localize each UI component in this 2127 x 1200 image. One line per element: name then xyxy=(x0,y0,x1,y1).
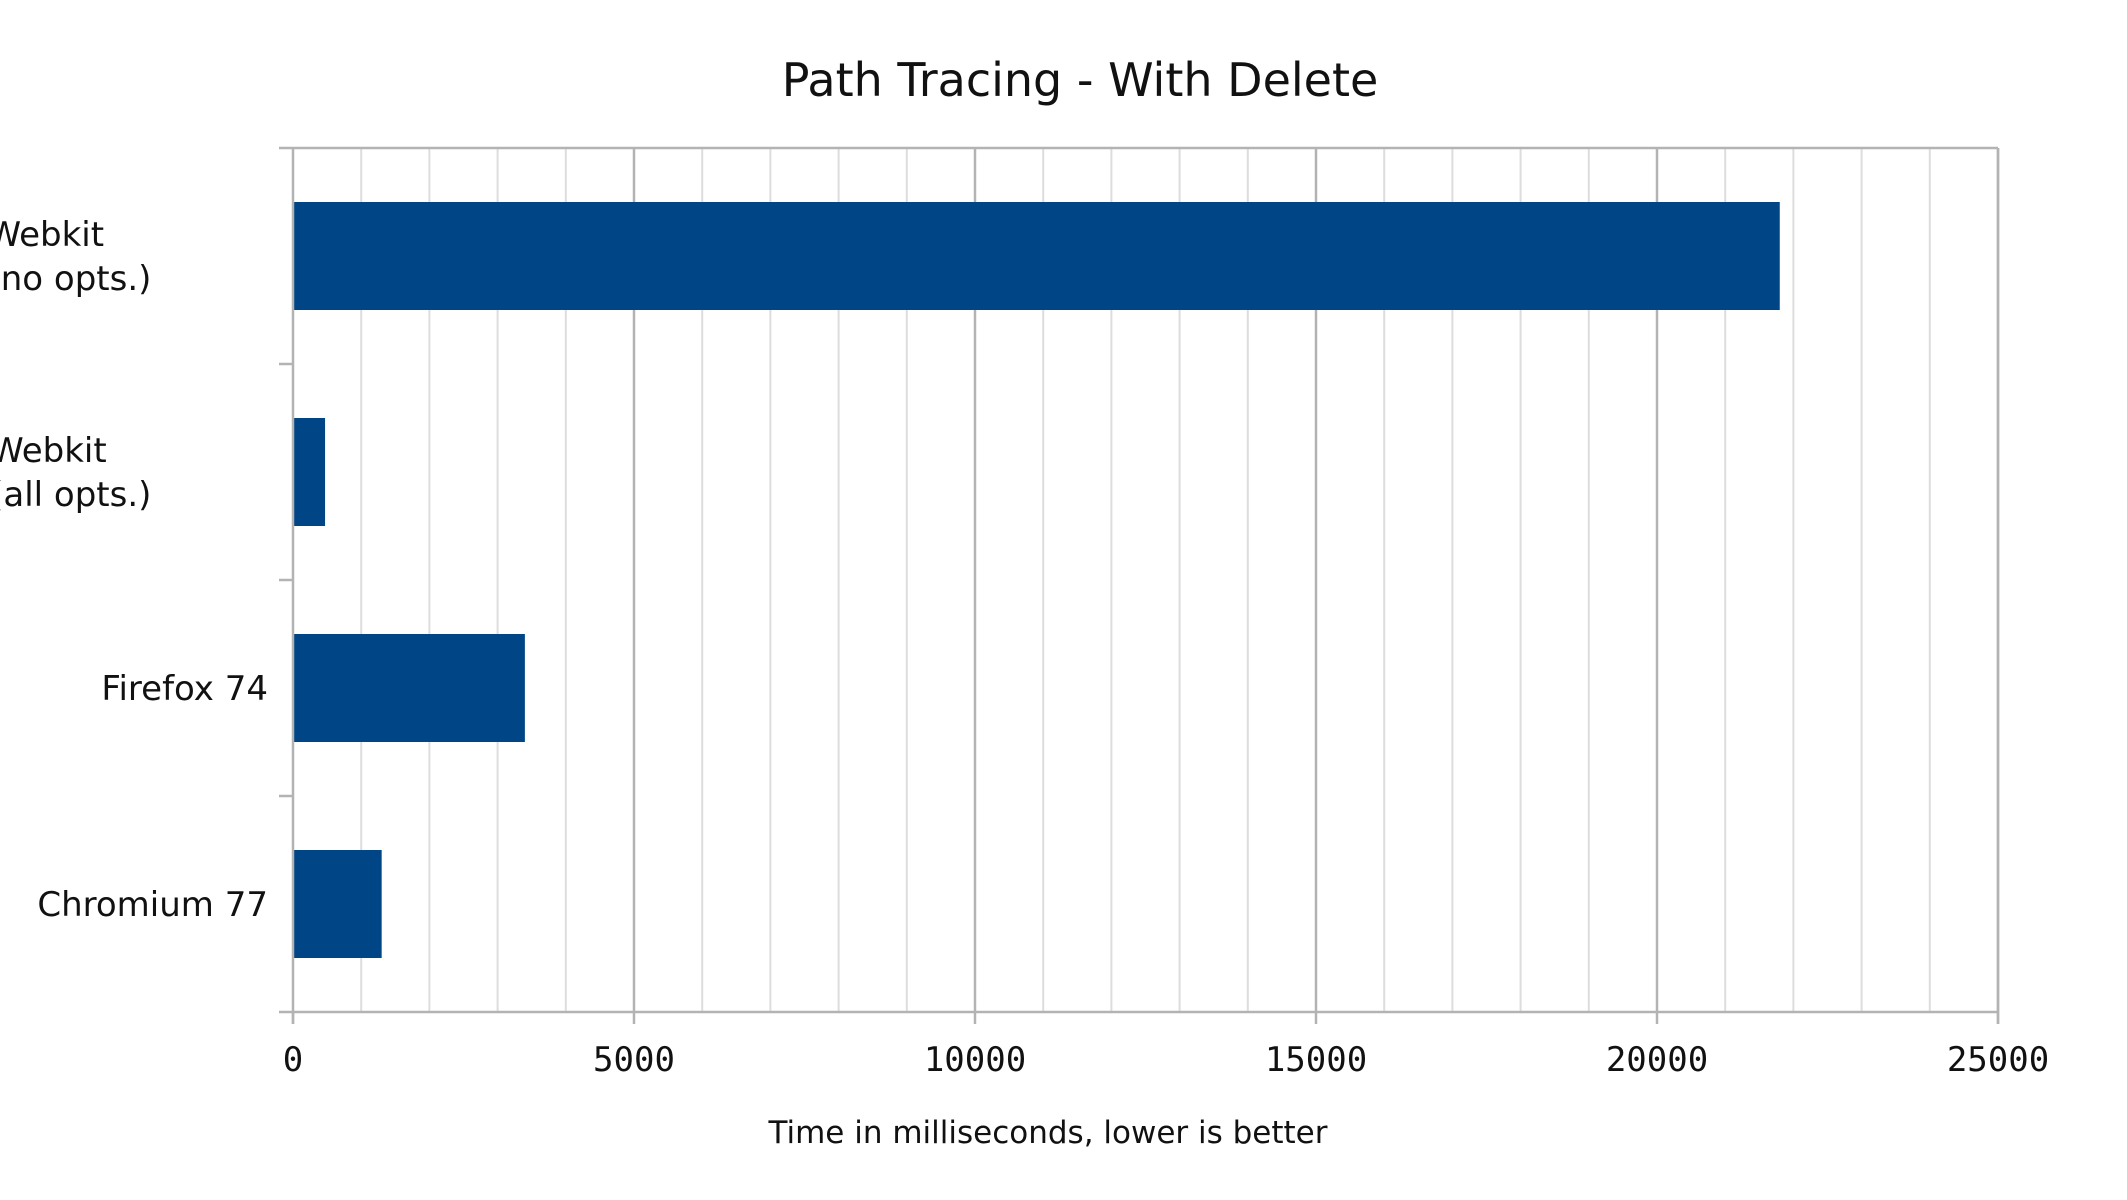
category-label: Webkit (all opts.) xyxy=(0,431,151,515)
x-tick-label: 20000 xyxy=(1606,1040,1708,1080)
category-label-line: (no opts.) xyxy=(0,259,151,299)
chart-title: Path Tracing - With Delete xyxy=(782,53,1379,107)
label-layer: Webkit (no opts.)Webkit (all opts.)Firefox… xyxy=(0,215,2049,1080)
x-tick-label: 5000 xyxy=(593,1040,675,1080)
category-label-line: Webkit xyxy=(0,431,107,471)
category-label: Webkit (no opts.) xyxy=(0,215,151,299)
x-tick-label: 15000 xyxy=(1265,1040,1367,1080)
bar xyxy=(293,634,525,742)
x-tick-label: 0 xyxy=(283,1040,303,1080)
x-tick-label: 25000 xyxy=(1947,1040,2049,1080)
category-label-line: Firefox 74 xyxy=(101,669,268,709)
category-label-line: (all opts.) xyxy=(0,475,151,515)
x-tick-label: 10000 xyxy=(924,1040,1026,1080)
bar xyxy=(293,850,382,958)
bar-layer xyxy=(293,202,1780,958)
category-label-line: Chromium 77 xyxy=(37,885,268,925)
axis-layer xyxy=(279,146,2000,1024)
category-label: Chromium 77 xyxy=(37,885,268,925)
bar xyxy=(293,418,326,526)
bar xyxy=(293,202,1780,310)
category-label-line: Webkit xyxy=(0,215,104,255)
x-axis-label: Time in milliseconds, lower is better xyxy=(768,1115,1328,1151)
category-label: Firefox 74 xyxy=(101,669,268,709)
